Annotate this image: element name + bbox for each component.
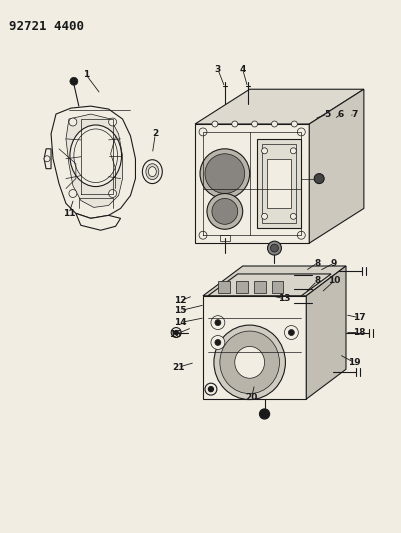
Circle shape [290, 148, 296, 154]
Polygon shape [203, 296, 306, 399]
Circle shape [271, 121, 277, 127]
Circle shape [211, 198, 237, 224]
Circle shape [108, 190, 116, 198]
Text: 3: 3 [214, 65, 221, 74]
Circle shape [174, 330, 178, 335]
Circle shape [261, 213, 267, 219]
Polygon shape [203, 266, 345, 296]
Text: 13: 13 [277, 294, 290, 303]
Circle shape [211, 316, 224, 329]
Circle shape [297, 231, 304, 239]
Polygon shape [207, 274, 330, 296]
Text: 21: 21 [172, 363, 184, 372]
Text: 6: 6 [337, 110, 343, 118]
Bar [235, 281, 247, 293]
Circle shape [198, 231, 207, 239]
Circle shape [297, 128, 304, 136]
Bar [271, 281, 283, 293]
Bar [217, 281, 229, 293]
Text: 10: 10 [327, 277, 339, 285]
Circle shape [314, 174, 323, 183]
Bar [253, 281, 265, 293]
Polygon shape [76, 213, 120, 230]
Circle shape [207, 193, 242, 229]
Circle shape [290, 213, 296, 219]
Text: 18: 18 [352, 328, 364, 337]
Polygon shape [66, 114, 122, 207]
Ellipse shape [142, 160, 162, 183]
Text: 1: 1 [83, 70, 89, 79]
Circle shape [69, 118, 77, 126]
Text: 15: 15 [174, 306, 186, 315]
Text: 7: 7 [351, 110, 357, 118]
Bar [219, 235, 229, 241]
Polygon shape [306, 266, 345, 399]
Circle shape [200, 149, 249, 198]
Text: 11: 11 [63, 209, 75, 218]
Circle shape [171, 328, 181, 337]
Text: 4: 4 [239, 65, 245, 74]
Text: 2: 2 [152, 130, 158, 139]
Ellipse shape [219, 331, 279, 393]
Bar [304, 285, 318, 293]
Text: 12: 12 [174, 296, 186, 305]
Circle shape [211, 335, 224, 350]
Text: 14: 14 [173, 318, 186, 327]
Text: 5: 5 [323, 110, 330, 118]
Ellipse shape [234, 346, 264, 378]
Circle shape [205, 154, 244, 193]
Text: 9: 9 [330, 259, 336, 268]
Text: 17: 17 [352, 313, 364, 322]
Text: 92721 4400: 92721 4400 [9, 20, 84, 33]
Polygon shape [51, 106, 135, 219]
Circle shape [215, 320, 220, 326]
Text: 19: 19 [347, 358, 359, 367]
Circle shape [231, 121, 237, 127]
Bar [261, 144, 296, 223]
Bar [266, 159, 291, 208]
Circle shape [108, 118, 116, 126]
Polygon shape [194, 124, 308, 243]
Circle shape [251, 121, 257, 127]
Ellipse shape [70, 125, 121, 187]
Circle shape [208, 386, 213, 392]
Circle shape [69, 190, 77, 198]
Circle shape [259, 409, 269, 419]
Bar [256, 139, 301, 228]
Circle shape [70, 77, 78, 85]
Circle shape [198, 128, 207, 136]
Ellipse shape [292, 299, 302, 306]
Text: 8: 8 [313, 259, 320, 268]
Text: 20: 20 [245, 393, 257, 401]
Circle shape [270, 244, 278, 252]
Polygon shape [44, 149, 51, 168]
Bar [304, 300, 316, 306]
Circle shape [44, 156, 50, 161]
Circle shape [215, 340, 220, 345]
Text: 16: 16 [168, 330, 181, 339]
Ellipse shape [148, 167, 156, 176]
Polygon shape [194, 89, 363, 124]
Circle shape [284, 326, 298, 340]
Ellipse shape [146, 164, 158, 180]
Circle shape [261, 148, 267, 154]
Text: 8: 8 [313, 277, 320, 285]
Circle shape [211, 121, 217, 127]
Polygon shape [308, 89, 363, 243]
Ellipse shape [292, 271, 302, 278]
Bar [304, 271, 318, 279]
Ellipse shape [213, 325, 285, 400]
Circle shape [291, 121, 297, 127]
Circle shape [267, 241, 281, 255]
Circle shape [205, 383, 217, 395]
Circle shape [288, 329, 294, 335]
